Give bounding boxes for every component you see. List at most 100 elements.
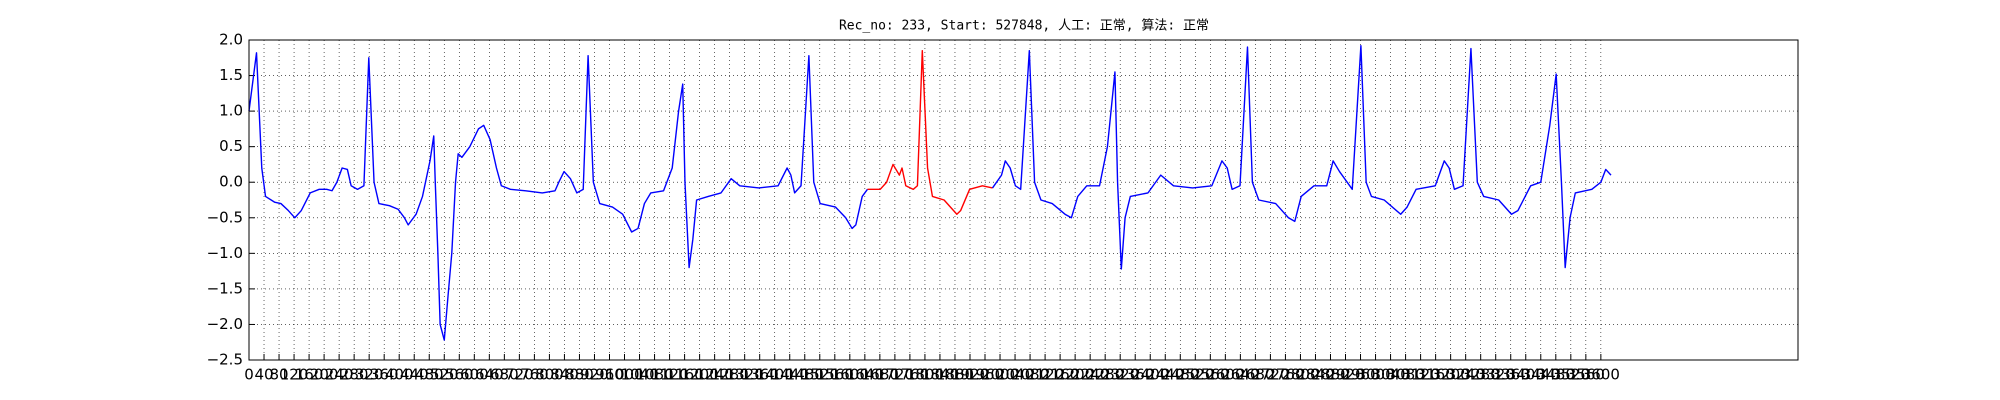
y-tick-label: −1.0 xyxy=(207,244,243,262)
y-tick-label: −0.5 xyxy=(207,208,243,226)
x-tick-label: 1520 xyxy=(801,366,839,384)
x-tick-label: 0 xyxy=(244,366,254,384)
x-tick-label: 2240 xyxy=(1071,366,1109,384)
x-tick-label: 1960 xyxy=(966,366,1004,384)
x-tick-label: 2520 xyxy=(1176,366,1214,384)
x-tick-label: 800 xyxy=(535,366,564,384)
x-tick-label: 3080 xyxy=(1386,366,1424,384)
x-tick-label: 1080 xyxy=(635,366,673,384)
y-tick-label: −2.0 xyxy=(207,315,243,333)
x-tick-label: 2280 xyxy=(1086,366,1124,384)
x-tick-label: 3000 xyxy=(1356,366,1394,384)
x-tick-label: 2200 xyxy=(1056,366,1094,384)
x-tick-label: 1160 xyxy=(666,366,704,384)
x-tick-label: 2920 xyxy=(1326,366,1364,384)
x-tick-label: 240 xyxy=(325,366,354,384)
x-tick-label: 2000 xyxy=(981,366,1019,384)
y-tick-label: 0.5 xyxy=(219,137,243,155)
x-tick-label: 1200 xyxy=(681,366,719,384)
x-tick-label: 2400 xyxy=(1131,366,1169,384)
x-tick-label: 2760 xyxy=(1266,366,1304,384)
x-tick-label: 1880 xyxy=(936,366,974,384)
x-tick-label: 1480 xyxy=(786,366,824,384)
x-tick-label: 1640 xyxy=(846,366,884,384)
ecg-line xyxy=(867,49,993,215)
plot-frame xyxy=(248,39,1799,361)
x-tick-label: 3440 xyxy=(1522,366,1560,384)
x-tick-label: 3160 xyxy=(1417,366,1455,384)
x-tick-label: 600 xyxy=(460,366,489,384)
x-tick-label: 440 xyxy=(400,366,429,384)
x-tick-label: 2640 xyxy=(1221,366,1259,384)
x-tick-label: 2080 xyxy=(1011,366,1049,384)
x-tick-label: 680 xyxy=(490,366,519,384)
x-tick-label: 2600 xyxy=(1206,366,1244,384)
x-tick-label: 2480 xyxy=(1161,366,1199,384)
x-tick-label: 3480 xyxy=(1537,366,1575,384)
x-tick-label: 2720 xyxy=(1251,366,1289,384)
x-tick-label: 2960 xyxy=(1341,366,1379,384)
x-tick-label: 3200 xyxy=(1432,366,1470,384)
y-tick-label: 1.0 xyxy=(219,102,243,120)
x-tick-label: 1840 xyxy=(921,366,959,384)
x-tick-label: 1920 xyxy=(951,366,989,384)
ecg-line xyxy=(248,52,869,341)
x-tick-label: 160 xyxy=(295,366,324,384)
y-tick-label: 2.0 xyxy=(219,31,243,49)
x-tick-label: 1720 xyxy=(876,366,914,384)
x-tick-label: 1360 xyxy=(741,366,779,384)
x-tick-label: 720 xyxy=(505,366,534,384)
x-tick-label: 2320 xyxy=(1101,366,1139,384)
x-tick-label: 1320 xyxy=(726,366,764,384)
x-tick-label: 2800 xyxy=(1281,366,1319,384)
y-tick-label: 0.0 xyxy=(219,173,243,191)
x-tick-label: 2040 xyxy=(996,366,1034,384)
x-tick-label: 2680 xyxy=(1236,366,1274,384)
x-tick-label: 840 xyxy=(550,366,579,384)
x-tick-label: 480 xyxy=(415,366,444,384)
x-tick-label: 1400 xyxy=(756,366,794,384)
x-tick-label: 1440 xyxy=(771,366,809,384)
x-tick-label: 320 xyxy=(355,366,384,384)
x-tick-label: 1760 xyxy=(891,366,929,384)
x-tick-label: 1600 xyxy=(831,366,869,384)
x-tick-label: 640 xyxy=(475,366,504,384)
x-tick-label: 3360 xyxy=(1492,366,1530,384)
x-tick-label: 920 xyxy=(580,366,609,384)
x-tick-label: 3240 xyxy=(1447,366,1485,384)
x-tick-label: 80 xyxy=(269,366,288,384)
x-tick-label: 360 xyxy=(370,366,399,384)
x-tick-label: 1000 xyxy=(605,366,643,384)
x-tick-label: 1280 xyxy=(711,366,749,384)
x-tick-label: 2840 xyxy=(1296,366,1334,384)
x-tick-label: 1120 xyxy=(650,366,688,384)
x-tick-label: 3400 xyxy=(1507,366,1545,384)
x-tick-label: 40 xyxy=(254,366,273,384)
chart-title: Rec_no: 233, Start: 527848, 人工: 正常, 算法: … xyxy=(839,19,1209,34)
x-tick-label: 960 xyxy=(595,366,624,384)
x-tick-label: 2120 xyxy=(1026,366,1064,384)
y-tick-label: −2.5 xyxy=(207,351,243,369)
x-tick-label: 1560 xyxy=(816,366,854,384)
ecg-line xyxy=(991,44,1612,270)
x-tick-label: 520 xyxy=(430,366,459,384)
x-tick-label: 2440 xyxy=(1146,366,1184,384)
x-tick-label: 3040 xyxy=(1371,366,1409,384)
x-tick-label: 1680 xyxy=(861,366,899,384)
x-tick-label: 760 xyxy=(520,366,549,384)
x-tick-label: 3600 xyxy=(1582,366,1620,384)
x-tick-label: 1800 xyxy=(906,366,944,384)
x-tick-label: 280 xyxy=(340,366,369,384)
x-tick-label: 560 xyxy=(445,366,474,384)
x-tick-label: 2160 xyxy=(1041,366,1079,384)
x-tick-label: 1040 xyxy=(620,366,658,384)
x-tick-label: 1240 xyxy=(696,366,734,384)
x-tick-label: 2560 xyxy=(1191,366,1229,384)
x-tick-label: 3280 xyxy=(1462,366,1500,384)
x-tick-label: 3560 xyxy=(1567,366,1605,384)
x-tick-label: 120 xyxy=(280,366,309,384)
x-tick-label: 880 xyxy=(565,366,594,384)
x-tick-label: 200 xyxy=(310,366,339,384)
y-tick-label: 1.5 xyxy=(219,66,243,84)
x-tick-label: 2880 xyxy=(1311,366,1349,384)
